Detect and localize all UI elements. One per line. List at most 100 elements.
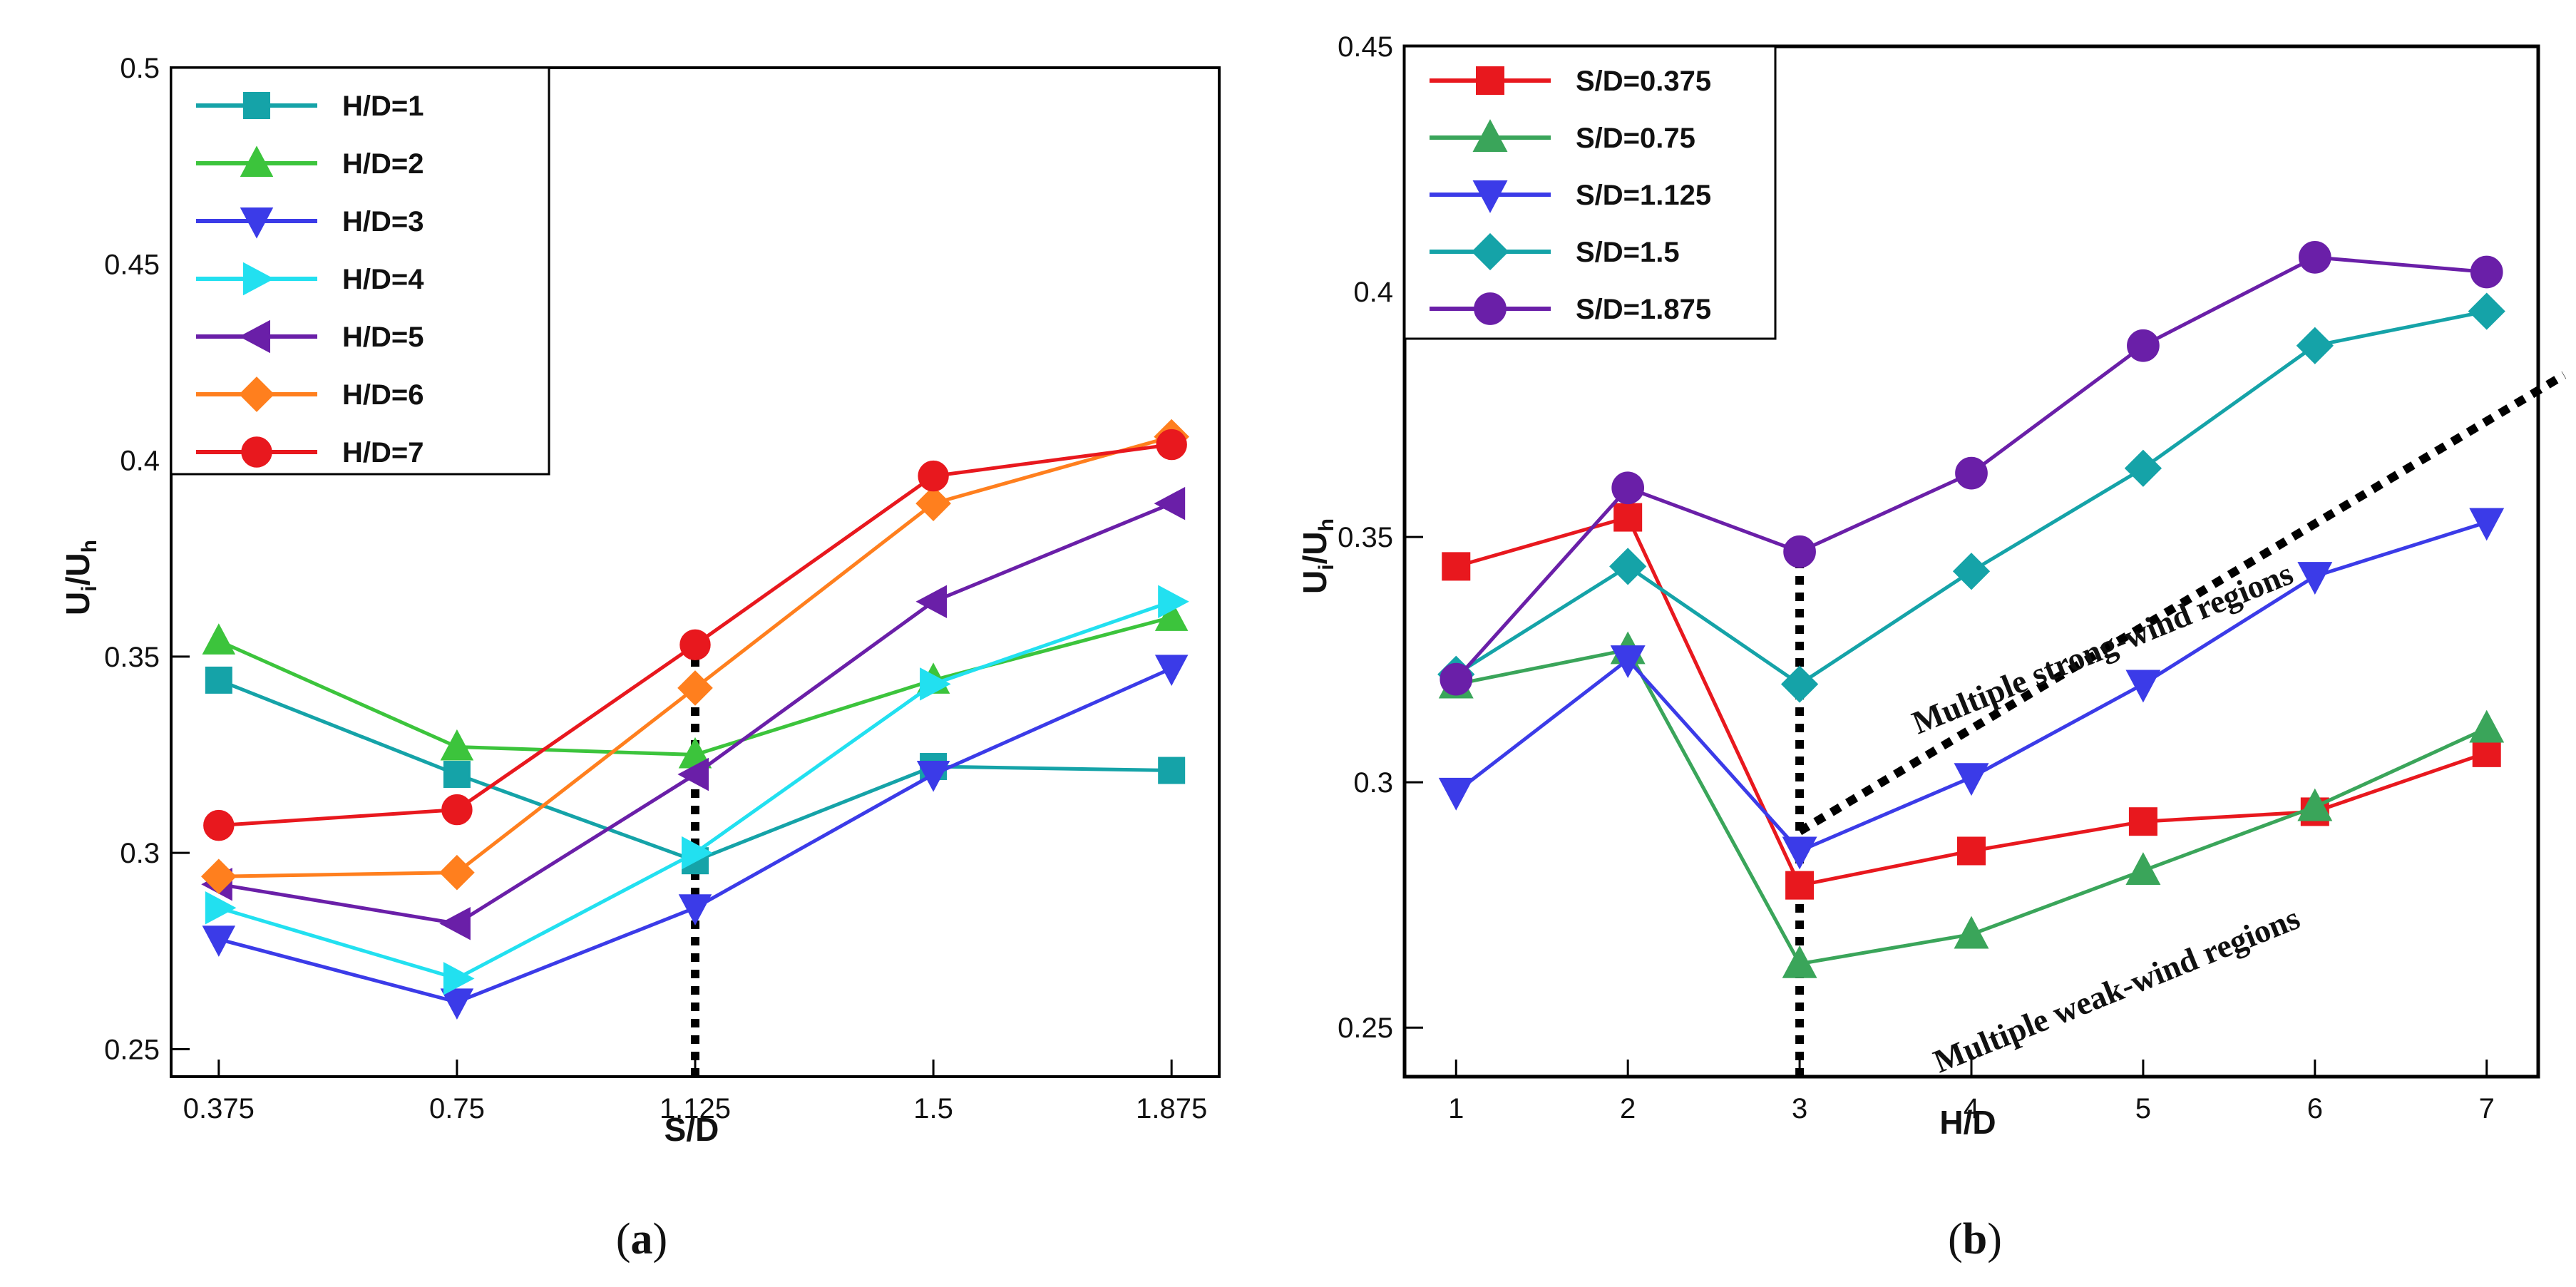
series-S/D=1.125: [1438, 508, 2505, 870]
data-point: [1780, 665, 1819, 703]
data-point: [2469, 709, 2505, 743]
chart-b-ticks: 1 2 3 4 5 6 7 0.25 0.3 0.35 0.4 0.45: [1338, 31, 2495, 1124]
caption-a: (a): [616, 1215, 667, 1263]
data-point: [440, 988, 474, 1020]
legend-marker: [1474, 292, 1507, 325]
data-point: [1954, 763, 1989, 796]
chart-b-series-group: [1437, 241, 2505, 978]
legend-marker: [1471, 232, 1509, 271]
data-point: [443, 761, 471, 789]
legend-marker: [1472, 180, 1508, 213]
data-point: [915, 585, 948, 619]
data-point: [1611, 471, 1645, 505]
y-tick-label: 0.25: [104, 1034, 160, 1065]
legend-label: H/D=7: [342, 437, 424, 468]
legend-label: H/D=3: [342, 206, 424, 237]
data-point: [2297, 562, 2333, 595]
data-point: [915, 486, 951, 521]
x-tick-label: 0.75: [429, 1093, 485, 1124]
data-point: [2468, 292, 2505, 330]
series-H/D=3: [202, 655, 1189, 1020]
x-tick-label: 6: [2307, 1093, 2323, 1124]
legend-label: H/D=5: [342, 322, 424, 353]
data-point: [202, 925, 236, 957]
data-point: [677, 757, 709, 791]
series-S/D=1.875: [1440, 241, 2503, 696]
data-point: [205, 891, 237, 925]
chart-a-legend: H/D=1 H/D=2 H/D=3 H/D=4 H/D=5 H/D=6 H/D=7: [170, 66, 550, 476]
x-tick-label: 7: [2479, 1093, 2495, 1124]
data-point: [441, 794, 473, 826]
data-point: [2125, 670, 2161, 703]
data-point: [1782, 836, 1817, 870]
legend-label: S/D=0.375: [1576, 66, 1711, 97]
data-point: [679, 629, 711, 661]
y-tick-label: 0.35: [104, 642, 160, 673]
legend-label: H/D=4: [342, 264, 424, 295]
x-tick-label: 0.375: [183, 1093, 255, 1124]
data-point: [678, 894, 712, 925]
data-point: [202, 623, 236, 655]
data-point: [1438, 777, 1474, 811]
y-tick-label: 0.3: [1353, 767, 1393, 799]
chart-a: 0.375 0.75 1.125 1.5 1.875 0.25 0.3 0.35 0.4 0.45…: [59, 53, 1221, 1148]
y-tick-label: 0.3: [120, 838, 160, 869]
chart-a-series-group: [201, 419, 1189, 1020]
data-point: [1158, 585, 1189, 619]
x-tick-label: 1.125: [660, 1093, 731, 1124]
legend-label: H/D=1: [342, 91, 424, 122]
data-point: [1154, 655, 1189, 687]
data-point: [2470, 255, 2503, 289]
chart-a-legend-box: [170, 66, 550, 476]
legend-label: H/D=2: [342, 148, 424, 180]
chart-a-y-axis-title: Ui/Uh: [59, 540, 101, 615]
y-tick-label: 0.4: [120, 446, 160, 477]
chart-a-x-axis-title: S/D: [664, 1111, 719, 1148]
chart-b-y-axis-title: Ui/Uh: [1296, 518, 1338, 594]
y-tick-label: 0.35: [1338, 522, 1393, 553]
legend-marker: [1472, 119, 1508, 152]
legend-label: S/D=1.875: [1576, 294, 1711, 325]
x-tick-label: 1.5: [913, 1093, 953, 1124]
data-point: [1158, 757, 1186, 784]
caption-b: (b): [1948, 1215, 2002, 1263]
x-tick-label: 5: [2135, 1093, 2151, 1124]
series-H/D=6: [201, 419, 1189, 895]
data-point: [1442, 552, 1471, 581]
data-point: [1610, 645, 1646, 678]
data-point: [2296, 327, 2334, 364]
y-tick-label: 0.5: [120, 53, 160, 84]
series-H/D=7: [203, 429, 1187, 841]
legend-label: H/D=6: [342, 379, 424, 411]
data-point: [1440, 662, 1473, 696]
data-point: [1609, 548, 1647, 585]
x-tick-label: 4: [1964, 1093, 1979, 1124]
data-point: [1154, 486, 1186, 521]
legend-marker: [1476, 66, 1504, 95]
data-point: [1782, 945, 1817, 978]
data-point: [916, 761, 950, 792]
x-tick-label: 1.875: [1136, 1093, 1207, 1124]
data-point: [1156, 429, 1187, 461]
legend-marker: [240, 145, 274, 177]
data-point: [2298, 241, 2331, 274]
data-point: [2472, 738, 2501, 767]
data-point: [1785, 871, 1815, 900]
legend-marker: [239, 376, 274, 412]
y-tick-label: 0.4: [1353, 277, 1393, 308]
data-point: [439, 854, 475, 891]
data-point: [1783, 535, 1816, 568]
data-point: [439, 907, 471, 940]
data-point: [2128, 807, 2157, 836]
data-point: [2124, 449, 2162, 487]
data-point: [677, 670, 713, 706]
x-tick-label: 3: [1792, 1093, 1807, 1124]
data-point: [1957, 836, 1986, 866]
chart-b-legend: S/D=0.375 S/D=0.75 S/D=1.125 S/D=1.5 S/D=1.8…: [1403, 45, 1777, 340]
data-point: [1952, 553, 1991, 590]
y-tick-label: 0.45: [104, 249, 160, 280]
legend-label: S/D=1.5: [1576, 237, 1680, 268]
data-point: [920, 667, 951, 701]
legend-marker: [243, 262, 274, 296]
